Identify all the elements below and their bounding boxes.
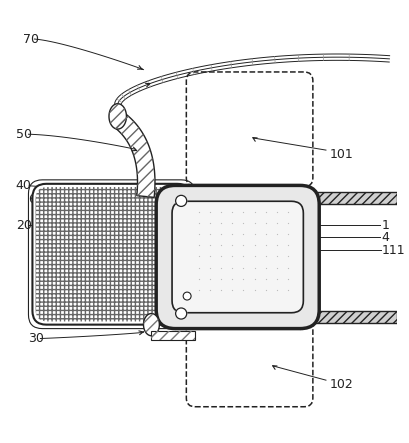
Polygon shape <box>151 331 195 341</box>
Text: 101: 101 <box>330 148 354 160</box>
FancyBboxPatch shape <box>32 184 191 325</box>
Polygon shape <box>114 113 155 198</box>
FancyBboxPatch shape <box>187 72 313 187</box>
Circle shape <box>175 195 187 206</box>
Text: 60: 60 <box>28 193 43 206</box>
Text: 40: 40 <box>16 179 31 192</box>
Polygon shape <box>144 314 160 336</box>
Bar <box>173 192 398 204</box>
Text: 20: 20 <box>16 219 31 232</box>
FancyBboxPatch shape <box>187 320 313 407</box>
Text: 22: 22 <box>247 280 263 293</box>
Circle shape <box>175 308 187 319</box>
Text: 1: 1 <box>382 219 389 232</box>
Text: 70: 70 <box>22 32 38 46</box>
Text: 50: 50 <box>16 128 32 141</box>
Polygon shape <box>109 104 126 129</box>
Circle shape <box>183 292 191 300</box>
Text: 30: 30 <box>28 332 43 345</box>
Text: 4: 4 <box>382 231 389 244</box>
Text: 102: 102 <box>330 377 354 391</box>
FancyBboxPatch shape <box>172 201 303 313</box>
Text: 111: 111 <box>382 244 405 256</box>
Bar <box>173 311 398 323</box>
FancyBboxPatch shape <box>156 186 319 329</box>
